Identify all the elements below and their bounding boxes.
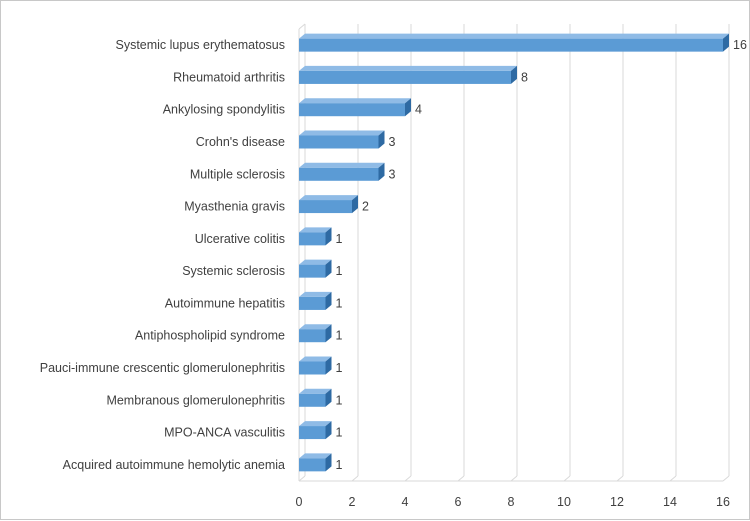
bar-side-face bbox=[325, 388, 332, 407]
bar bbox=[299, 70, 511, 84]
data-label: 8 bbox=[521, 70, 528, 84]
bar-side-face bbox=[325, 259, 332, 278]
bar bbox=[299, 200, 352, 214]
data-label: 1 bbox=[336, 264, 343, 278]
category-label: Systemic lupus erythematosus bbox=[115, 38, 285, 52]
x-tick-label: 2 bbox=[349, 495, 356, 509]
x-tick-label: 6 bbox=[455, 495, 462, 509]
bar-side-face bbox=[511, 65, 517, 84]
bar-top-face bbox=[299, 227, 332, 233]
category-label: Ulcerative colitis bbox=[195, 232, 285, 246]
bar bbox=[299, 232, 326, 246]
bar bbox=[299, 264, 326, 278]
bar-side-face bbox=[378, 162, 385, 181]
category-label: Antiphospholipid syndrome bbox=[135, 329, 285, 343]
bar-side-face bbox=[325, 291, 332, 310]
gridline-floor bbox=[510, 475, 518, 482]
bar-top-face bbox=[299, 195, 358, 201]
x-tick-label: 16 bbox=[716, 495, 730, 509]
bar-top-face bbox=[299, 421, 332, 427]
category-label: Multiple sclerosis bbox=[190, 167, 285, 181]
wall-edge bbox=[298, 23, 306, 30]
bar-top-face bbox=[299, 162, 385, 168]
bar-side-face bbox=[378, 130, 385, 149]
x-tick-label: 14 bbox=[663, 495, 677, 509]
gridline-floor bbox=[351, 475, 359, 482]
bar-top-face bbox=[299, 453, 332, 459]
bar-top-face bbox=[299, 98, 411, 104]
bar bbox=[299, 296, 326, 310]
bar bbox=[299, 458, 326, 472]
bar bbox=[299, 38, 723, 52]
gridline-floor bbox=[457, 475, 465, 482]
data-label: 1 bbox=[336, 232, 343, 246]
bar-side-face bbox=[325, 227, 332, 246]
bar-top-face bbox=[299, 33, 729, 39]
bar bbox=[299, 167, 379, 181]
gridline-floor bbox=[722, 475, 730, 482]
bar-side-face bbox=[325, 421, 332, 440]
bar-top-face bbox=[299, 324, 332, 330]
bar-side-face bbox=[325, 453, 332, 472]
data-label: 1 bbox=[336, 361, 343, 375]
bar-side-face bbox=[352, 195, 358, 214]
bar-side-face bbox=[325, 356, 332, 375]
gridline-floor bbox=[563, 475, 571, 482]
gridline-floor bbox=[298, 475, 306, 482]
x-tick-label: 10 bbox=[557, 495, 571, 509]
data-label: 16 bbox=[733, 38, 747, 52]
data-label: 1 bbox=[336, 393, 343, 407]
category-label: Rheumatoid arthritis bbox=[173, 70, 285, 84]
category-label: Crohn's disease bbox=[196, 135, 285, 149]
category-label: Systemic sclerosis bbox=[182, 264, 285, 278]
x-tick-label: 4 bbox=[402, 495, 409, 509]
category-label: Acquired autoimmune hemolytic anemia bbox=[63, 458, 285, 472]
bar-side-face bbox=[325, 324, 332, 343]
gridline-floor bbox=[669, 475, 677, 482]
bar bbox=[299, 329, 326, 343]
category-label: Autoimmune hepatitis bbox=[165, 296, 285, 310]
data-label: 3 bbox=[389, 135, 396, 149]
x-tick-label: 8 bbox=[508, 495, 515, 509]
data-label: 1 bbox=[336, 296, 343, 310]
data-label: 1 bbox=[336, 458, 343, 472]
category-label: MPO-ANCA vasculitis bbox=[164, 426, 285, 440]
data-label: 1 bbox=[336, 426, 343, 440]
bar bbox=[299, 103, 405, 117]
gridline-floor bbox=[404, 475, 412, 482]
data-label: 3 bbox=[389, 167, 396, 181]
bar-top-face bbox=[299, 388, 332, 394]
bar-side-face bbox=[723, 33, 729, 52]
category-label: Myasthenia gravis bbox=[184, 200, 285, 214]
x-tick-label: 0 bbox=[296, 495, 303, 509]
gridline-floor bbox=[616, 475, 624, 482]
bar-top-face bbox=[299, 65, 517, 71]
bar bbox=[299, 393, 326, 407]
bar bbox=[299, 135, 379, 149]
bar bbox=[299, 426, 326, 440]
bar bbox=[299, 361, 326, 375]
bar-top-face bbox=[299, 130, 385, 136]
category-label: Pauci-immune crescentic glomerulonephrit… bbox=[40, 361, 285, 375]
data-label: 4 bbox=[415, 103, 422, 117]
category-label: Membranous glomerulonephritis bbox=[106, 393, 285, 407]
bar-top-face bbox=[299, 291, 332, 297]
bar-top-face bbox=[299, 356, 332, 362]
data-label: 2 bbox=[362, 200, 369, 214]
bar-side-face bbox=[405, 98, 411, 117]
data-label: 1 bbox=[336, 329, 343, 343]
x-tick-label: 12 bbox=[610, 495, 624, 509]
bar-top-face bbox=[299, 259, 332, 265]
category-label: Ankylosing spondylitis bbox=[163, 103, 285, 117]
